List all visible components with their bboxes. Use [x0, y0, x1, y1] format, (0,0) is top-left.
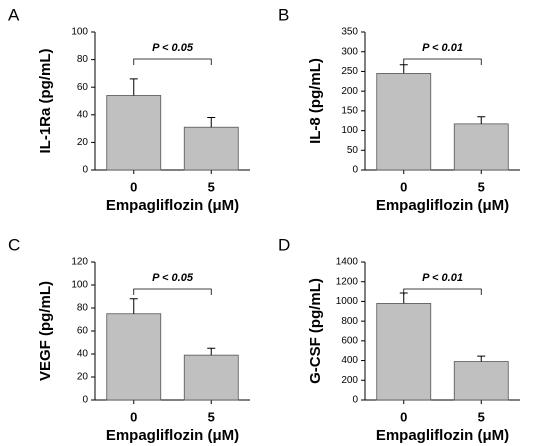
x-axis-label: Empagliflozin (μM) [376, 427, 509, 444]
bar [453, 361, 509, 401]
y-tick-label: 20 [77, 137, 89, 148]
panel-label: C [8, 235, 20, 254]
y-tick-label: 0 [82, 165, 88, 176]
y-axis-label: IL-8 (pg/mL) [307, 58, 324, 144]
significance-bracket [133, 58, 212, 65]
x-tick-label: 0 [400, 179, 407, 194]
y-tick-label: 200 [341, 375, 358, 386]
error-bar [207, 117, 216, 128]
y-tick-label: 1200 [336, 276, 359, 287]
panel-label: B [278, 5, 289, 24]
y-tick-label: 20 [77, 372, 89, 383]
panel-label: A [8, 5, 20, 24]
x-tick-label: 5 [208, 409, 215, 424]
chart-panel: C VEGF (pg/mL) Empagliflozin (μM) 0 20 40 60 80… [8, 235, 250, 444]
error-bar [129, 298, 138, 314]
y-tick-label: 0 [352, 395, 358, 406]
significance-bracket [403, 58, 482, 65]
chart-panel: D G-CSF (pg/mL) Empagliflozin (μM) 0 200 400 6… [278, 235, 520, 444]
bar [183, 354, 239, 401]
x-axis-label: Empagliflozin (μM) [106, 427, 239, 444]
chart-panel: A IL-1Ra (pg/mL) Empagliflozin (μM) 0 20 40 60… [8, 5, 250, 214]
x-axis-label: Empagliflozin (μM) [106, 197, 239, 214]
significance-label: P < 0.01 [422, 272, 463, 284]
chart-panel: BIL-8 (pg/mL)Empagliflozin (μM)050100150… [278, 5, 520, 214]
error-bar [399, 64, 408, 74]
x-tick-label: 5 [478, 179, 485, 194]
y-tick-label: 120 [71, 257, 88, 268]
x-tick-label: 0 [130, 409, 137, 424]
y-tick-label: 40 [77, 109, 89, 120]
x-tick-label: 5 [478, 409, 485, 424]
y-tick-label: 1000 [336, 296, 359, 307]
y-axis-label: VEGF (pg/mL) [37, 281, 54, 381]
bar [106, 313, 162, 401]
y-tick-label: 300 [341, 46, 358, 57]
x-tick-label: 0 [400, 409, 407, 424]
y-axis-label: IL-1Ra (pg/mL) [37, 49, 54, 154]
y-tick-label: 40 [77, 349, 89, 360]
y-tick-label: 200 [341, 86, 358, 97]
significance-label: P < 0.05 [152, 272, 194, 284]
significance-label: P < 0.01 [422, 42, 463, 54]
y-tick-label: 800 [341, 316, 358, 327]
panel-label: D [278, 235, 290, 254]
error-bar [129, 78, 138, 96]
y-tick-label: 50 [347, 145, 359, 156]
y-tick-label: 150 [341, 105, 358, 116]
y-tick-label: 80 [77, 303, 89, 314]
y-tick-label: 350 [341, 27, 358, 38]
significance-label: P < 0.05 [152, 42, 194, 54]
y-tick-label: 0 [82, 395, 88, 406]
y-tick-label: 400 [341, 355, 358, 366]
y-tick-label: 100 [341, 125, 358, 136]
x-tick-label: 0 [130, 179, 137, 194]
y-tick-label: 600 [341, 335, 358, 346]
x-tick-label: 5 [208, 179, 215, 194]
y-tick-label: 60 [77, 82, 89, 93]
y-tick-label: 0 [352, 165, 358, 176]
y-axis-label: G-CSF (pg/mL) [307, 278, 324, 384]
error-bar [207, 347, 216, 356]
y-tick-label: 100 [71, 280, 88, 291]
error-bar [477, 116, 486, 124]
bar [453, 123, 509, 171]
bar [183, 126, 239, 171]
y-tick-label: 100 [71, 27, 88, 38]
y-tick-label: 1400 [336, 257, 359, 268]
error-bar [477, 355, 486, 362]
significance-bracket [403, 288, 482, 295]
x-axis-label: Empagliflozin (μM) [376, 197, 509, 214]
y-tick-label: 80 [77, 54, 89, 65]
bar [376, 303, 432, 401]
bar [376, 73, 432, 171]
bar [106, 95, 162, 171]
significance-bracket [133, 288, 212, 295]
y-tick-label: 250 [341, 66, 358, 77]
y-tick-label: 60 [77, 326, 89, 337]
